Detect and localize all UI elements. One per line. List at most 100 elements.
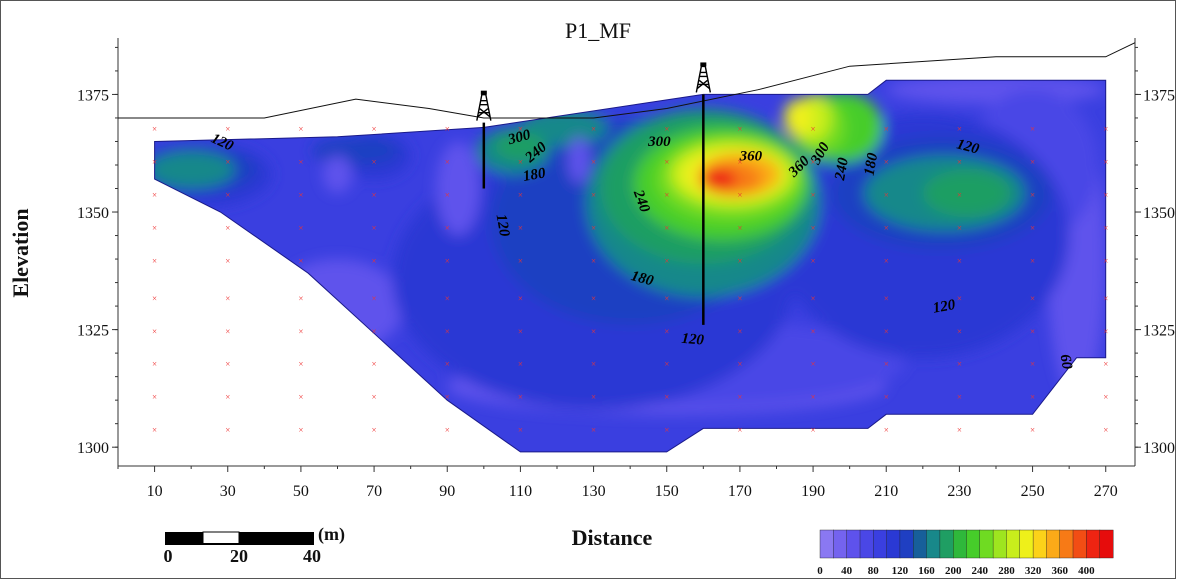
sample-mark-53: × — [518, 223, 523, 233]
sample-mark-107: × — [884, 359, 889, 369]
scale-bar-seg-1 — [165, 532, 203, 544]
colorbar-swatch-9 — [939, 529, 954, 559]
sample-mark-54: × — [518, 256, 523, 266]
sample-mark-105: × — [884, 293, 889, 303]
scale-bar-tick-0: 0 — [164, 546, 173, 566]
sample-mark-106: × — [884, 326, 889, 336]
colorbar-swatch-20 — [1086, 529, 1101, 559]
sample-mark-89: × — [737, 425, 742, 435]
sample-mark-126: × — [1030, 326, 1035, 336]
sample-mark-123: × — [1030, 223, 1035, 233]
colorbar-swatch-15 — [1019, 529, 1034, 559]
contour-label-1: 300 — [505, 127, 532, 149]
sample-mark-109: × — [884, 425, 889, 435]
sample-mark-34: × — [372, 256, 377, 266]
y-tick-label-left-3: 1375 — [77, 87, 109, 104]
sample-mark-115: × — [957, 293, 962, 303]
sample-mark-66: × — [591, 326, 596, 336]
sample-mark-15: × — [225, 293, 230, 303]
sample-mark-2: × — [152, 190, 157, 200]
scale-bar-seg-2 — [202, 531, 240, 545]
sample-mark-91: × — [811, 157, 816, 167]
sample-mark-62: × — [591, 190, 596, 200]
x-tick-label-7: 150 — [655, 483, 679, 500]
sample-mark-101: × — [884, 157, 889, 167]
sample-mark-97: × — [811, 359, 816, 369]
sample-mark-31: × — [372, 157, 377, 167]
sample-mark-32: × — [372, 190, 377, 200]
sample-mark-26: × — [298, 326, 303, 336]
sample-mark-20: × — [298, 124, 303, 134]
sample-mark-52: × — [518, 190, 523, 200]
sample-mark-125: × — [1030, 293, 1035, 303]
colorbar-swatch-12 — [979, 529, 994, 559]
sample-mark-131: × — [1103, 157, 1108, 167]
sample-mark-48: × — [445, 392, 450, 402]
x-tick-label-9: 190 — [801, 483, 825, 500]
sample-mark-68: × — [591, 392, 596, 402]
sample-mark-37: × — [372, 359, 377, 369]
colorbar-tick-6: 240 — [972, 565, 989, 577]
data-extent-outline — [154, 79, 1107, 453]
sample-mark-46: × — [445, 326, 450, 336]
x-tick-label-1: 30 — [220, 483, 236, 500]
sample-mark-61: × — [591, 157, 596, 167]
sample-mark-137: × — [1103, 359, 1108, 369]
colorbar-swatch-8 — [926, 529, 941, 559]
sample-mark-127: × — [1030, 359, 1035, 369]
sample-mark-81: × — [737, 157, 742, 167]
sample-mark-75: × — [664, 293, 669, 303]
sample-mark-19: × — [225, 425, 230, 435]
sample-mark-45: × — [445, 293, 450, 303]
sample-mark-6: × — [152, 326, 157, 336]
sample-mark-18: × — [225, 392, 230, 402]
contour-label-12: 180 — [862, 151, 882, 176]
sample-mark-0: × — [152, 124, 157, 134]
sample-mark-69: × — [591, 425, 596, 435]
colorbar-swatch-1 — [833, 529, 848, 559]
sample-mark-136: × — [1103, 326, 1108, 336]
x-tick-label-6: 130 — [582, 483, 606, 500]
field-region-1 — [271, 259, 404, 354]
sample-mark-130: × — [1103, 124, 1108, 134]
colorbar-tick-8: 320 — [1025, 565, 1042, 577]
sample-mark-139: × — [1103, 425, 1108, 435]
field-region-13 — [311, 136, 400, 165]
field-region-30 — [783, 99, 814, 137]
sample-mark-29: × — [298, 425, 303, 435]
sample-mark-44: × — [445, 256, 450, 266]
colorbar-tick-3: 120 — [892, 565, 909, 577]
sample-mark-28: × — [298, 392, 303, 402]
sample-mark-72: × — [664, 190, 669, 200]
sample-mark-98: × — [811, 392, 816, 402]
x-tick-label-12: 250 — [1021, 483, 1045, 500]
sample-mark-94: × — [811, 256, 816, 266]
sample-mark-79: × — [664, 425, 669, 435]
contour-label-13: 120 — [955, 136, 981, 157]
sample-mark-67: × — [591, 359, 596, 369]
borehole-0 — [476, 90, 492, 189]
sample-mark-99: × — [811, 425, 816, 435]
colorbar-swatch-14 — [1006, 529, 1021, 559]
sample-mark-134: × — [1103, 256, 1108, 266]
sample-mark-122: × — [1030, 190, 1035, 200]
contour-label-7: 180 — [629, 268, 655, 289]
y-tick-label-right-1: 1325 — [1143, 323, 1175, 340]
contour-label-6: 240 — [630, 187, 653, 215]
sample-mark-138: × — [1103, 392, 1108, 402]
sample-mark-63: × — [591, 223, 596, 233]
x-tick-label-10: 210 — [874, 483, 898, 500]
sample-mark-11: × — [225, 157, 230, 167]
colorbar-tick-5: 200 — [945, 565, 962, 577]
contour-label-11: 240 — [832, 156, 852, 182]
sample-mark-25: × — [298, 293, 303, 303]
x-tick-label-0: 10 — [147, 483, 163, 500]
scale-bar-seg-3 — [239, 532, 314, 544]
sample-mark-88: × — [737, 392, 742, 402]
colorbar-swatch-4 — [873, 529, 888, 559]
sample-mark-129: × — [1030, 425, 1035, 435]
colorbar-swatch-6 — [899, 529, 914, 559]
sample-mark-5: × — [152, 293, 157, 303]
colorbar-swatch-11 — [966, 529, 981, 559]
drill-rig-icon — [695, 62, 712, 93]
